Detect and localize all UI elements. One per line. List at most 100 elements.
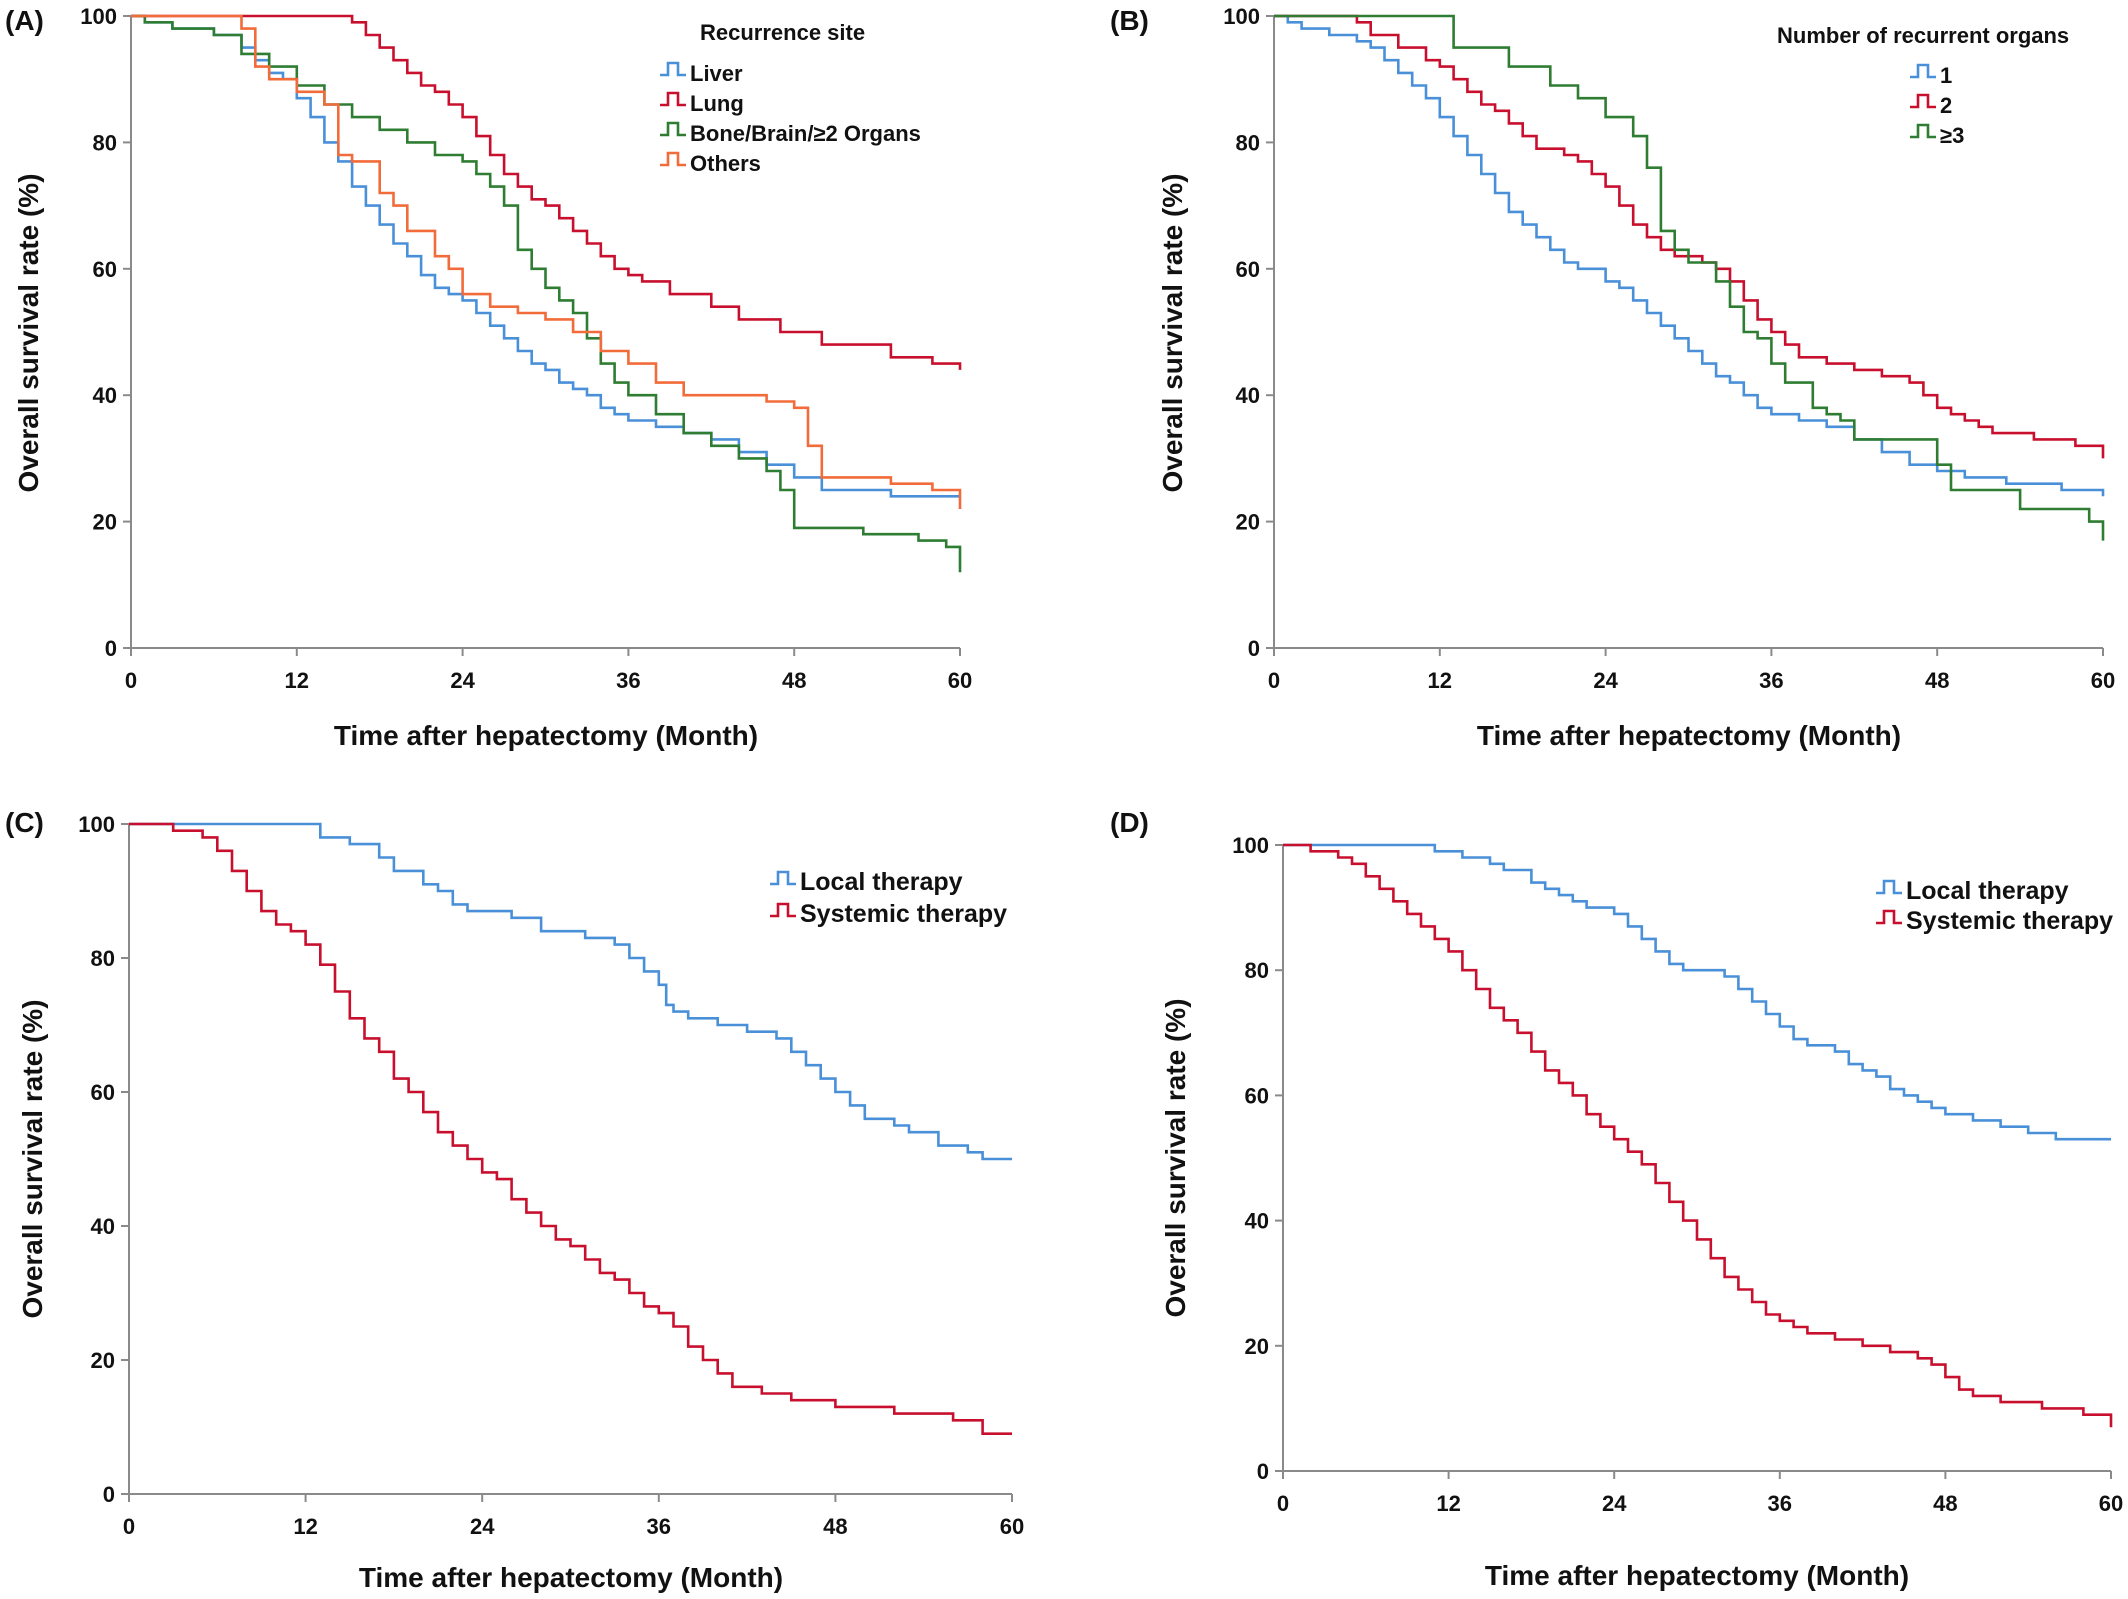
x-tick-label: 48: [1933, 1491, 1957, 1516]
y-tick-label: 20: [91, 1348, 115, 1373]
panel-a: (A) 0 12 24 36 48 60 0 20 40 60 80 100 Time after hep…: [5, 4, 972, 751]
legend-label: Lung: [690, 91, 744, 116]
legend-swatch: [1910, 93, 1936, 109]
x-tick-label: 0: [125, 668, 137, 693]
y-axis-title: Overall survival rate (%): [17, 999, 48, 1318]
x-tick-label: 60: [2099, 1491, 2123, 1516]
x-tick-label: 36: [647, 1514, 671, 1539]
series-line-others: [131, 14, 962, 509]
legend-label: Systemic therapy: [1906, 907, 2113, 935]
x-tick-label: 48: [823, 1514, 847, 1539]
legend-swatch: [1876, 909, 1902, 925]
x-tick-label: 60: [1000, 1514, 1024, 1539]
legend-title: Number of recurrent organs: [1777, 23, 2069, 48]
legend-label: Systemic therapy: [800, 900, 1007, 928]
x-tick-label: 36: [1768, 1491, 1792, 1516]
series-line-local-therapy: [129, 822, 1012, 1161]
legend-title: Recurrence site: [700, 20, 865, 45]
y-tick-label: 100: [1223, 4, 1260, 29]
series-line-systemic-therapy: [129, 822, 1012, 1435]
x-tick-label: 36: [1759, 668, 1783, 693]
y-axis-title: Overall survival rate (%): [1160, 998, 1191, 1317]
series-line-lung: [131, 14, 962, 370]
legend-swatch: [660, 151, 686, 167]
legend-swatch: [1910, 63, 1936, 79]
x-tick-label: 36: [616, 668, 640, 693]
x-axis-title: Time after hepatectomy (Month): [1477, 720, 1901, 751]
x-tick-label: 0: [123, 1514, 135, 1539]
y-tick-label: 20: [93, 510, 117, 535]
y-tick-label: 40: [93, 383, 117, 408]
x-axis-title: Time after hepatectomy (Month): [359, 1562, 783, 1593]
legend-label: Local therapy: [800, 868, 963, 896]
series-line-local-therapy: [1283, 843, 2111, 1141]
y-tick-label: 0: [1257, 1459, 1269, 1484]
x-tick-label: 12: [1428, 668, 1452, 693]
panel-label: (B): [1110, 5, 1149, 36]
x-tick-label: 0: [1268, 668, 1280, 693]
series-line-systemic-therapy: [1283, 843, 2113, 1428]
y-tick-label: 0: [103, 1482, 115, 1507]
x-tick-label: 24: [1593, 668, 1618, 693]
y-tick-label: 40: [91, 1214, 115, 1239]
y-tick-label: 40: [1236, 383, 1260, 408]
series-line-2: [1274, 14, 2105, 459]
x-tick-label: 24: [450, 668, 475, 693]
legend-swatch: [660, 91, 686, 107]
x-tick-label: 12: [293, 1514, 317, 1539]
x-tick-label: 12: [1436, 1491, 1460, 1516]
legend-swatch: [1910, 123, 1936, 139]
y-tick-label: 100: [1232, 833, 1269, 858]
legend-label: Bone/Brain/≥2 Organs: [690, 121, 921, 146]
legend: Local therapy Systemic therapy: [770, 868, 1007, 928]
legend-swatch: [1876, 879, 1902, 895]
y-tick-label: 60: [93, 257, 117, 282]
legend: Number of recurrent organs 1 2 ≥3: [1777, 23, 2069, 148]
x-tick-label: 24: [470, 1514, 495, 1539]
y-tick-label: 0: [105, 636, 117, 661]
legend-swatch: [660, 121, 686, 137]
panel-d: (D) 0 12 24 36 48 60 0 20 40 60 80 100 Time after hep…: [1110, 807, 2123, 1591]
y-tick-label: 60: [1245, 1083, 1269, 1108]
legend-label: Liver: [690, 61, 743, 86]
legend: Recurrence site Liver Lung Bone/Brain/≥2 Or…: [660, 20, 921, 176]
y-axis-title: Overall survival rate (%): [1157, 173, 1188, 492]
y-tick-label: 80: [93, 130, 117, 155]
x-tick-label: 48: [1925, 668, 1949, 693]
x-tick-label: 60: [948, 668, 972, 693]
x-tick-label: 0: [1277, 1491, 1289, 1516]
legend-label: Local therapy: [1906, 877, 2069, 905]
series-line-3: [1274, 14, 2105, 541]
x-axis-title: Time after hepatectomy (Month): [1485, 1560, 1909, 1591]
y-tick-label: 60: [91, 1080, 115, 1105]
y-tick-label: 60: [1236, 257, 1260, 282]
y-tick-label: 40: [1245, 1209, 1269, 1234]
x-tick-label: 24: [1602, 1491, 1627, 1516]
y-tick-label: 80: [1236, 130, 1260, 155]
y-tick-label: 100: [78, 812, 115, 837]
legend-label: 1: [1940, 63, 1952, 88]
series-line-liver: [131, 14, 960, 498]
legend-swatch: [770, 902, 796, 918]
y-axis-title: Overall survival rate (%): [13, 173, 44, 492]
y-tick-label: 80: [1245, 958, 1269, 983]
x-axis-title: Time after hepatectomy (Month): [334, 720, 758, 751]
panel-label: (D): [1110, 807, 1149, 838]
legend-swatch: [660, 61, 686, 77]
x-tick-label: 12: [285, 668, 309, 693]
legend-label: 2: [1940, 93, 1952, 118]
y-tick-label: 0: [1248, 636, 1260, 661]
legend-swatch: [770, 870, 796, 886]
panel-label: (C): [5, 807, 44, 838]
y-tick-label: 80: [91, 946, 115, 971]
x-tick-label: 60: [2091, 668, 2115, 693]
panel-c: (C) 0 12 24 36 48 60 0 20 40 60 80 100 Time after hep…: [5, 807, 1024, 1593]
x-tick-label: 48: [782, 668, 806, 693]
panel-label: (A): [5, 5, 44, 36]
legend-label: Others: [690, 151, 761, 176]
y-tick-label: 20: [1245, 1334, 1269, 1359]
y-tick-label: 100: [80, 4, 117, 29]
